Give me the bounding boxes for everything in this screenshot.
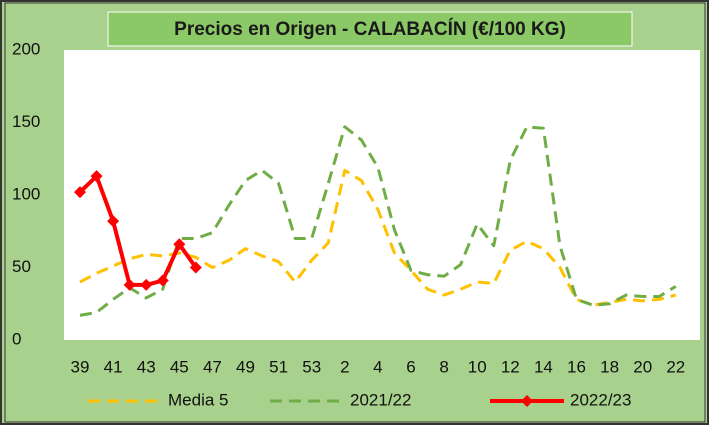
marker [90, 170, 103, 183]
x-tick-label: 39 [71, 357, 90, 376]
x-tick-label: 47 [203, 357, 222, 376]
plot-area [64, 50, 700, 340]
x-tick-label: 12 [501, 357, 520, 376]
x-tick-label: 8 [439, 357, 448, 376]
x-tick-label: 41 [104, 357, 123, 376]
series-line [78, 174, 198, 287]
title-box [107, 11, 633, 47]
x-tick-label: 4 [373, 357, 382, 376]
y-tick-label: 0 [12, 329, 21, 348]
x-tick-label: 49 [236, 357, 255, 376]
x-tick-label: 6 [406, 357, 415, 376]
legend-marker [521, 395, 533, 407]
legend-label: 2021/22 [350, 390, 411, 409]
marker [173, 238, 186, 251]
x-tick-label: 16 [567, 357, 586, 376]
chart-title: Precios en Origen - CALABACÍN (€/100 KG) [174, 18, 566, 40]
x-tick-label: 2 [340, 357, 349, 376]
x-tick-label: 20 [633, 357, 652, 376]
marker [74, 186, 86, 199]
x-tick-label: 45 [170, 357, 189, 376]
marker [156, 274, 169, 287]
y-tick-label: 100 [12, 184, 40, 203]
marker [107, 215, 120, 228]
x-tick-label: 10 [468, 357, 487, 376]
x-tick-label: 43 [137, 357, 156, 376]
series-line [79, 168, 677, 307]
x-tick-label: 53 [302, 357, 321, 376]
marker [189, 261, 202, 274]
y-tick-label: 200 [12, 39, 40, 58]
x-tick-label: 22 [666, 357, 685, 376]
legend-label: 2022/23 [570, 390, 631, 409]
x-tick-label: 18 [600, 357, 619, 376]
inner-frame [4, 2, 706, 423]
y-tick-label: 150 [12, 112, 40, 131]
x-tick-label: 51 [269, 357, 288, 376]
x-tick-label: 14 [534, 357, 553, 376]
marker [123, 278, 136, 291]
y-tick-label: 50 [12, 257, 31, 276]
marker [140, 278, 153, 291]
legend-label: Media 5 [168, 390, 228, 409]
